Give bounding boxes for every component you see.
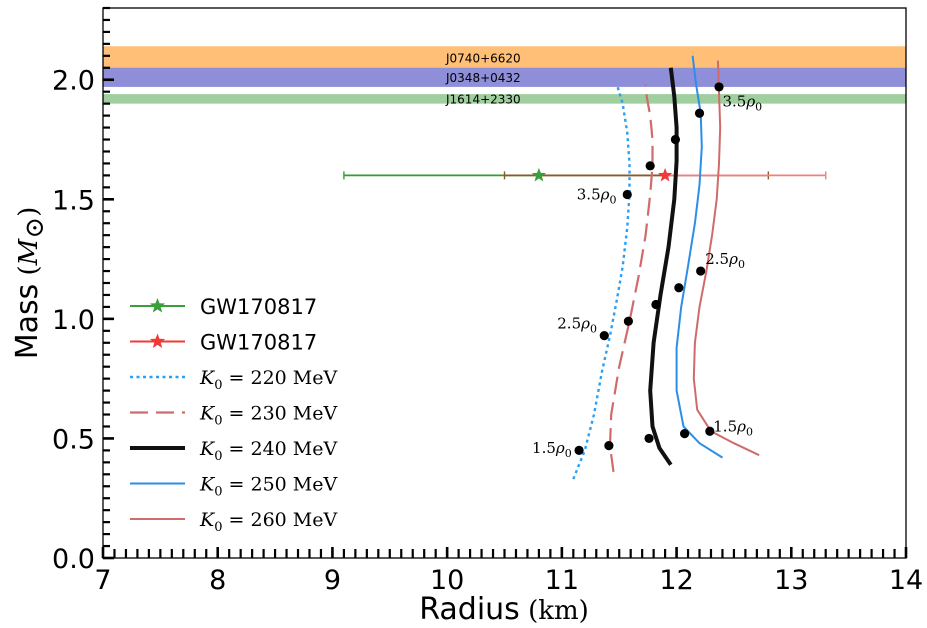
gw-star-1 — [657, 167, 673, 182]
legend-eos-label-4: K0 = 260 MeV — [199, 509, 337, 535]
x-tick-label: 9 — [324, 565, 341, 596]
density-annotation-3: 1.5ρ0 — [713, 417, 753, 438]
legend-gw-star-1 — [149, 333, 166, 348]
legend-gw-star-0 — [149, 298, 166, 313]
density-marker-3-0 — [680, 429, 690, 439]
density-annotation-2: 3.5ρ0 — [577, 186, 617, 207]
y-tick-label: 0.0 — [52, 544, 95, 575]
density-marker-0-1 — [599, 331, 609, 341]
legend-eos-label-1: K0 = 230 MeV — [199, 403, 337, 429]
eos-curve-2 — [648, 67, 679, 466]
gw-error-bars — [343, 171, 827, 180]
observation-bands: J0740+6620 J0348+0432 J1614+2330 — [103, 46, 906, 106]
x-tick-label: 13 — [774, 565, 808, 596]
y-tick-label: 1.5 — [52, 185, 95, 216]
density-marker-1-2 — [645, 161, 655, 171]
x-tick-label: 12 — [659, 565, 693, 596]
density-markers — [531, 82, 724, 455]
y-tick-label: 0.5 — [52, 424, 95, 455]
density-annotations: 1.5ρ0 2.5ρ0 3.5ρ0 1.5ρ0 2.5ρ0 3.5ρ0 — [532, 92, 762, 460]
density-marker-4-2 — [714, 82, 724, 92]
density-annotation-4: 2.5ρ0 — [705, 250, 745, 271]
x-axis-label: Radius (km) — [419, 592, 589, 627]
axes: 7 8 9 10 11 12 13 14 0.0 0.5 1.0 1.5 2.0 Radius (km) M… — [10, 6, 923, 627]
density-marker-0-2 — [622, 189, 632, 200]
density-marker-3-2 — [694, 108, 705, 118]
band-label-2: J1614+2330 — [445, 92, 521, 106]
density-annotation-0: 1.5ρ0 — [532, 439, 572, 460]
legend-eos-label-2: K0 = 240 MeV — [199, 438, 337, 464]
x-tick-label: 10 — [430, 565, 464, 596]
x-tick-label: 8 — [209, 565, 226, 596]
band-label-1: J0348+0432 — [445, 71, 521, 85]
density-marker-1-1 — [623, 316, 633, 326]
gw-star-0 — [531, 167, 547, 182]
eos-curve-1 — [608, 84, 654, 473]
y-tick-label: 2.0 — [52, 66, 95, 97]
density-marker-1-0 — [604, 441, 614, 451]
legend-gw-label-1: GW170817 — [200, 331, 317, 355]
density-marker-4-1 — [696, 266, 706, 276]
density-annotation-5: 3.5ρ0 — [722, 92, 762, 113]
legend: GW170817 GW170817 K0 = 220 MeV K0 = 230 MeV… — [130, 295, 337, 535]
band-2 — [103, 94, 906, 104]
eos-curve-0 — [572, 84, 631, 480]
legend-gw-label-0: GW170817 — [200, 295, 317, 319]
density-marker-2-2 — [670, 134, 681, 145]
x-tick-label: 14 — [889, 565, 923, 596]
x-tick-label: 11 — [545, 565, 579, 596]
density-marker-3-1 — [674, 283, 684, 293]
band-1 — [103, 67, 906, 87]
density-marker-4-0 — [705, 426, 715, 436]
density-marker-2-0 — [644, 433, 654, 444]
density-annotation-1: 2.5ρ0 — [557, 315, 597, 336]
band-label-0: J0740+6620 — [445, 52, 521, 66]
y-axis-label: Mass (M⊙) — [10, 207, 50, 360]
band-0 — [103, 46, 906, 71]
legend-eos-label-0: K0 = 220 MeV — [199, 367, 337, 393]
x-tick-label: 7 — [94, 565, 111, 596]
density-marker-2-1 — [651, 299, 661, 310]
density-marker-0-0 — [574, 445, 584, 455]
legend-eos-label-3: K0 = 250 MeV — [199, 474, 337, 500]
y-tick-label: 1.0 — [52, 305, 95, 336]
